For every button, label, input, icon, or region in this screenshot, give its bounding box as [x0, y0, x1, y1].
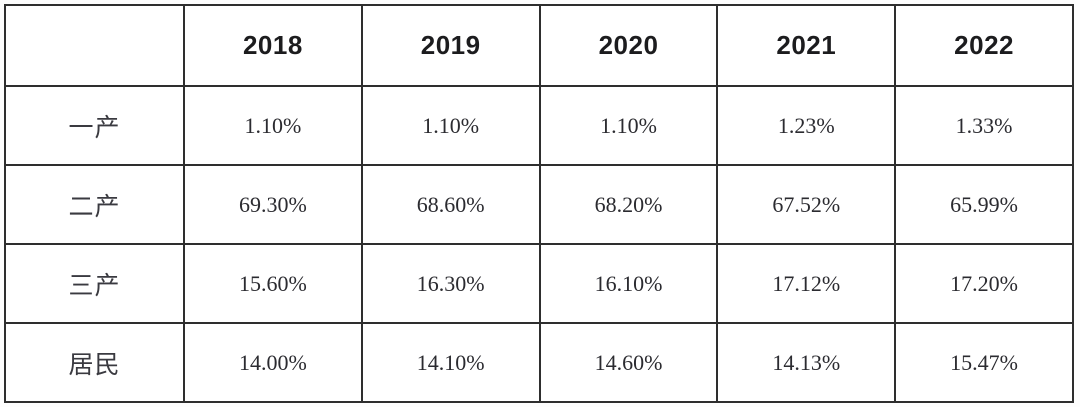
table-cell: 1.10% [360, 85, 541, 166]
table-cell: 14.13% [716, 322, 897, 403]
table-cell: 67.52% [716, 164, 897, 245]
table-cell: 68.60% [360, 164, 541, 245]
row-label: 居民 [4, 322, 185, 403]
row-label: 二产 [4, 164, 185, 245]
table-cell: 16.30% [360, 243, 541, 324]
table-cell: 69.30% [183, 164, 363, 245]
row-label: 一产 [4, 85, 185, 166]
table-row-residents: 居民 14.00% 14.10% 14.60% 14.13% 15.47% [4, 322, 1074, 403]
percentage-table: 2018 2019 2020 2021 2022 一产 1.10% 1.10% … [4, 4, 1074, 403]
table-cell: 68.20% [538, 164, 719, 245]
table-cell: 14.60% [538, 322, 719, 403]
table-header-row: 2018 2019 2020 2021 2022 [4, 4, 1074, 87]
column-header-2021: 2021 [716, 4, 897, 87]
table-cell: 17.12% [716, 243, 897, 324]
table-cell: 14.10% [360, 322, 541, 403]
column-header-2022: 2022 [894, 4, 1074, 87]
column-header-2018: 2018 [183, 4, 363, 87]
table-cell: 17.20% [894, 243, 1074, 324]
corner-cell [4, 4, 185, 87]
table-cell: 1.10% [183, 85, 363, 166]
table-cell: 14.00% [183, 322, 363, 403]
column-header-2020: 2020 [538, 4, 719, 87]
row-label: 三产 [4, 243, 185, 324]
table-row-tertiary-industry: 三产 15.60% 16.30% 16.10% 17.12% 17.20% [4, 243, 1074, 324]
table-row-primary-industry: 一产 1.10% 1.10% 1.10% 1.23% 1.33% [4, 85, 1074, 166]
table-cell: 15.47% [894, 322, 1074, 403]
table-row-secondary-industry: 二产 69.30% 68.60% 68.20% 67.52% 65.99% [4, 164, 1074, 245]
column-header-2019: 2019 [360, 4, 541, 87]
table-cell: 65.99% [894, 164, 1074, 245]
table-cell: 16.10% [538, 243, 719, 324]
table-cell: 1.23% [716, 85, 897, 166]
table-cell: 15.60% [183, 243, 363, 324]
table-cell: 1.10% [538, 85, 719, 166]
table-cell: 1.33% [894, 85, 1074, 166]
